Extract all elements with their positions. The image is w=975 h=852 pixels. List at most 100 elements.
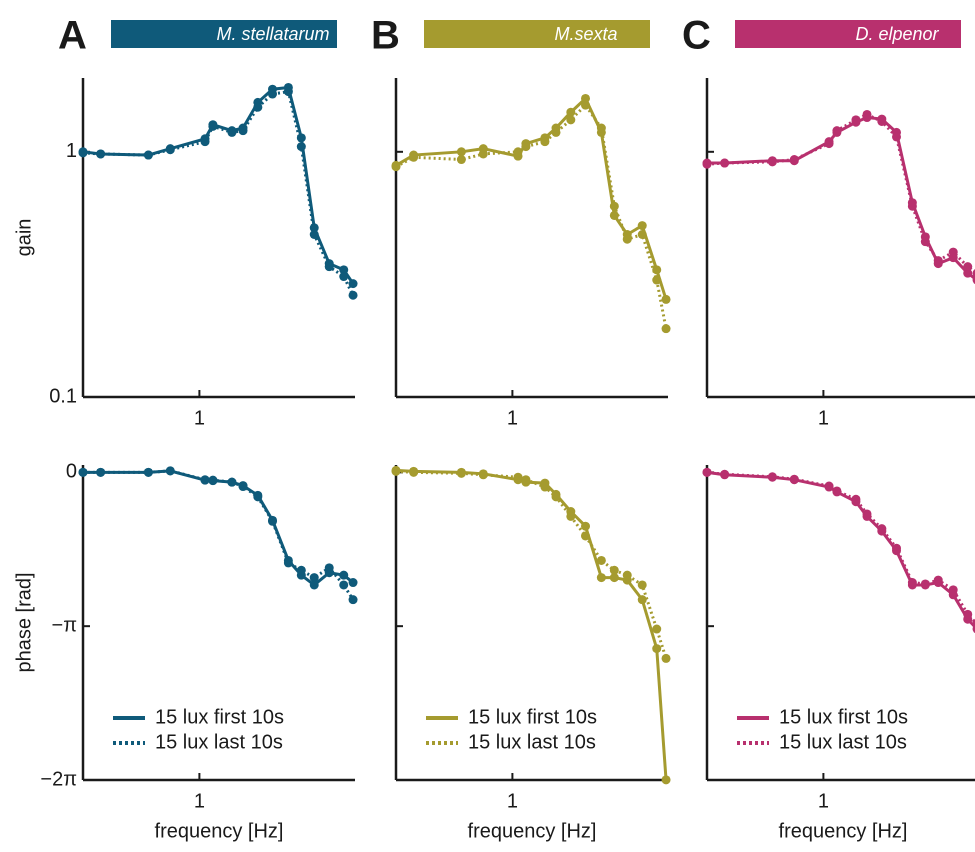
data-point [513,147,523,157]
data-point [566,511,576,521]
data-point [789,155,799,165]
x-tick-label: 1 [507,790,518,812]
data-point [767,472,777,482]
data-point [253,102,263,112]
data-point [661,324,671,334]
data-point [521,142,531,152]
legend-label: 15 lux first 10s [155,706,284,728]
series-line [707,115,975,281]
data-point [165,145,175,155]
data-point [581,100,591,110]
data-point [622,234,632,244]
data-point [972,620,975,629]
legend-label: 15 lux first 10s [779,706,908,728]
data-point [720,158,730,168]
x-tick-label: 1 [507,407,518,429]
series-line [395,95,668,300]
data-point [851,115,861,125]
series-line [706,112,975,274]
data-point [622,570,632,580]
data-point [824,139,834,149]
y-axis-label: phase [rad] [13,572,35,672]
data-point [540,137,550,147]
data-point [877,116,887,126]
data-point [637,221,647,231]
data-point [391,466,401,476]
data-point [283,87,293,97]
series-line [395,102,668,329]
data-point [963,609,973,619]
data-point [409,152,419,162]
data-point [566,107,576,117]
data-point [339,272,349,282]
data-point [972,269,975,278]
data-point [540,482,550,492]
data-point [339,265,349,275]
y-axis-label: gain [13,219,35,257]
data-point [972,276,975,285]
chart: 1 [702,78,975,429]
data-point [208,475,218,485]
x-axis-label: frequency [Hz] [155,820,284,842]
data-point [789,474,799,484]
data-point [478,470,488,480]
data-point [348,290,358,300]
data-point [702,159,712,169]
data-point [309,573,319,583]
data-point [637,229,647,239]
data-point [720,469,730,479]
x-tick-label: 1 [194,790,205,812]
data-point [948,247,958,257]
data-point [409,467,419,477]
data-point [596,573,606,583]
series-line [83,469,355,601]
data-point [596,123,606,133]
x-tick-label: 1 [818,407,829,429]
data-point [348,595,358,605]
data-point [283,558,293,568]
series-line [83,469,354,587]
data-point [227,127,237,137]
data-point [456,468,466,478]
data-point [581,93,591,103]
chart: 1 [391,78,671,429]
data-point [862,509,872,519]
chart: 1 frequency [Hz] 15 lux first 10s 15 lux la… [702,465,975,842]
panel-letter: B [371,14,400,58]
data-point [96,149,106,159]
data-point [296,565,306,575]
y-tick-label: −π [52,614,77,636]
data-point [832,486,842,496]
data-point [851,494,861,504]
species-box [424,20,650,48]
data-point [348,578,358,588]
legend-label: 15 lux last 10s [155,731,283,753]
data-point [920,237,930,247]
data-point [661,294,671,304]
data-point [637,595,647,605]
data-point [96,467,106,477]
data-point [652,275,662,285]
data-point [581,521,591,531]
data-point [456,147,466,157]
data-point [348,279,358,289]
legend-label: 15 lux last 10s [779,731,907,753]
y-tick-label: 1 [66,140,77,162]
data-point [339,570,349,580]
data-point [702,467,712,477]
data-point [296,142,306,152]
data-point [920,579,930,589]
x-axis-label: frequency [Hz] [779,820,908,842]
y-tick-label: 0.1 [49,385,77,407]
series-line [706,470,975,630]
data-point [324,262,334,272]
species-name: M.sexta [554,24,617,44]
data-point [513,472,523,482]
x-tick-label: 1 [194,407,205,429]
legend-label: 15 lux first 10s [468,706,597,728]
data-point [581,531,591,541]
data-point [143,150,153,160]
panel-letter: A [58,14,87,58]
data-point [456,155,466,165]
